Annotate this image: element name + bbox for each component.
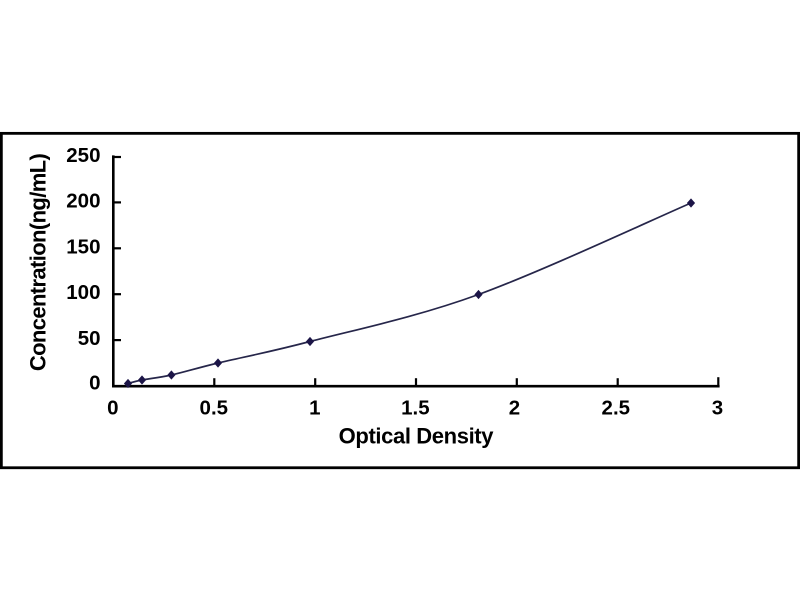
svg-text:3: 3 [712,397,723,420]
svg-text:Concentration(ng/mL): Concentration(ng/mL) [26,154,51,372]
svg-text:0.5: 0.5 [200,397,229,420]
svg-text:150: 150 [66,235,100,258]
svg-text:0: 0 [107,397,118,420]
svg-text:Optical Density: Optical Density [339,423,495,448]
svg-text:100: 100 [66,281,100,304]
svg-text:2: 2 [509,397,520,420]
svg-text:1.5: 1.5 [401,397,430,420]
svg-text:250: 250 [66,144,100,167]
svg-text:2.5: 2.5 [602,397,631,420]
svg-text:1: 1 [309,397,320,420]
svg-text:200: 200 [66,189,100,212]
svg-text:50: 50 [78,327,101,350]
svg-text:0: 0 [89,372,100,395]
